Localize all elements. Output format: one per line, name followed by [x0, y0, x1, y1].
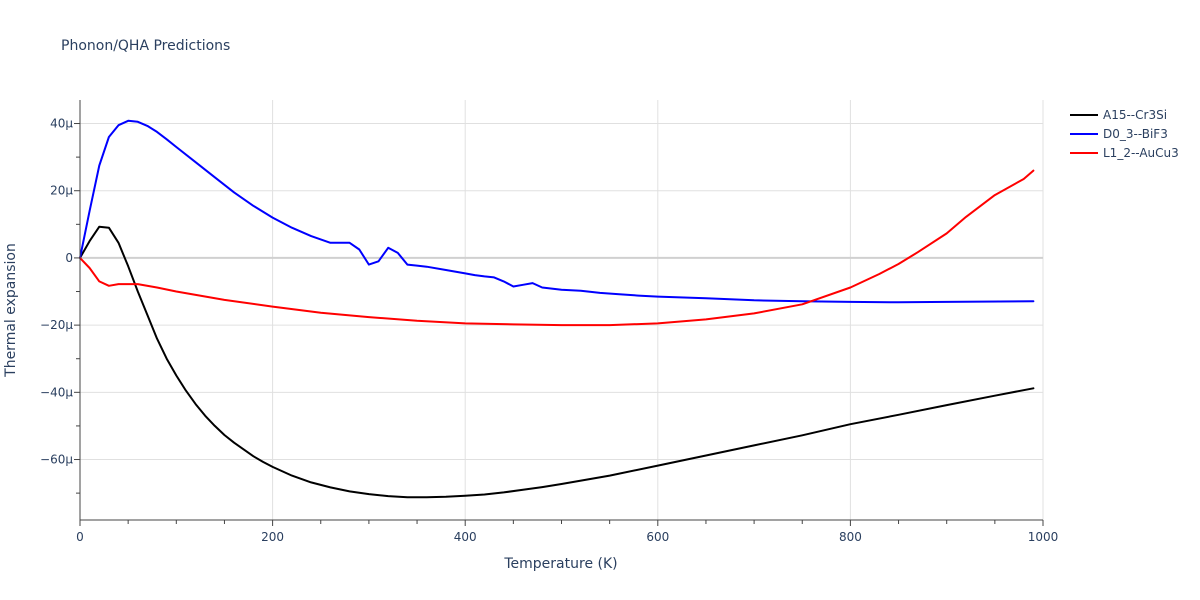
series-line-d0-3-bif3[interactable]	[79, 119, 1035, 304]
x-tick-label: 200	[261, 530, 284, 544]
x-tick-label: 0	[76, 530, 84, 544]
series-line-a15-cr3si[interactable]	[79, 225, 1035, 499]
y-tick-label: −60µ	[40, 453, 73, 467]
legend-item[interactable]: L1_2--AuCu3	[1070, 146, 1179, 160]
x-tick-label: 600	[646, 530, 669, 544]
axes: 0 200 400 600 800 1000 40µ 20µ 0 −20µ −40µ −60µ	[40, 100, 1058, 544]
legend[interactable]: A15--Cr3Si D0_3--BiF3 L1_2--AuCu3	[1070, 108, 1179, 160]
legend-item[interactable]: D0_3--BiF3	[1070, 127, 1168, 141]
grid	[79, 100, 1044, 520]
series-layer	[79, 119, 1035, 499]
x-axis-label: Temperature (K)	[503, 556, 617, 572]
y-tick-label: −20µ	[40, 318, 73, 332]
x-tick-label: 400	[454, 530, 477, 544]
chart-title: Phonon/QHA Predictions	[61, 38, 230, 54]
x-tick-label: 1000	[1028, 530, 1059, 544]
legend-item[interactable]: A15--Cr3Si	[1070, 108, 1167, 122]
x-tick-label: 800	[839, 530, 862, 544]
y-tick-label: 20µ	[50, 184, 73, 198]
legend-label: L1_2--AuCu3	[1103, 146, 1179, 160]
legend-label: A15--Cr3Si	[1103, 108, 1167, 122]
y-tick-label: 40µ	[50, 117, 73, 131]
y-tick-label: 0	[65, 251, 73, 265]
series-line-l1-2-aucu3[interactable]	[79, 169, 1035, 327]
y-tick-label: −40µ	[40, 385, 73, 399]
legend-label: D0_3--BiF3	[1103, 127, 1168, 141]
y-axis-label: Thermal expansion	[3, 243, 19, 378]
